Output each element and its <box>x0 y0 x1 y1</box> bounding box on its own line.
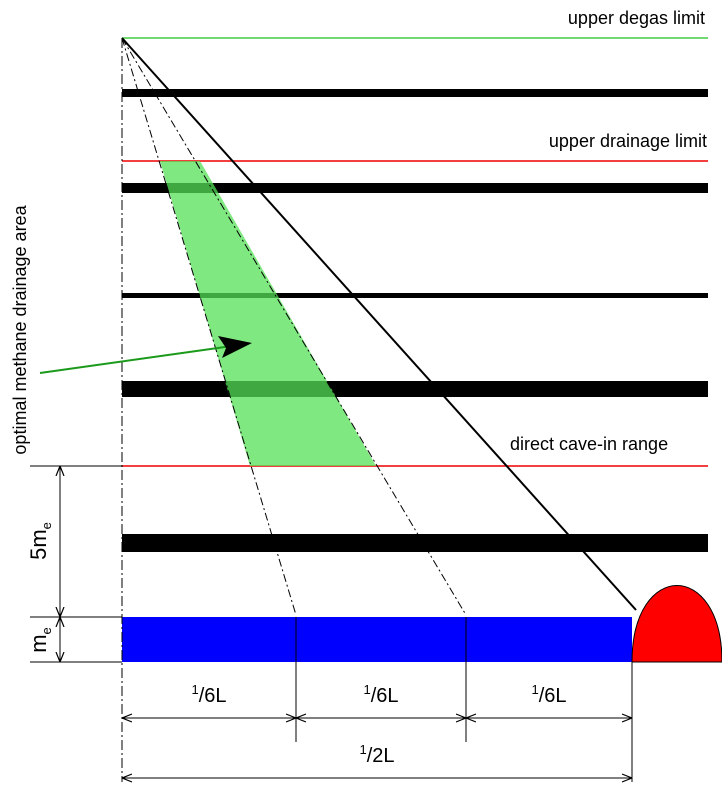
arrow-shaft <box>39 345 233 374</box>
main: 5m <box>26 529 51 560</box>
label: upper degas limit <box>568 8 705 28</box>
dimension-label: 1/6L <box>363 682 398 707</box>
construction-lines <box>30 37 637 782</box>
strata <box>122 37 722 663</box>
superscript: 1 <box>359 742 366 757</box>
face <box>631 585 722 663</box>
subscript: e <box>39 627 54 634</box>
vertical-label: optimal methane drainage area <box>10 204 30 454</box>
break-line <box>121 37 637 611</box>
subscript: e <box>39 522 54 529</box>
height-label: 5me <box>26 522 54 560</box>
layer <box>122 293 708 298</box>
label: upper drainage limit <box>549 131 707 151</box>
superscript: 1 <box>363 682 370 697</box>
arrow-head <box>218 336 252 358</box>
label: direct cave-in range <box>510 434 668 454</box>
rest: /2L <box>367 745 395 767</box>
coal-seam <box>122 617 632 662</box>
dimension-label: 1/2L <box>359 742 394 767</box>
superscript: 1 <box>191 682 198 697</box>
rest: /6L <box>199 685 227 707</box>
layer <box>122 183 708 193</box>
rest: /6L <box>539 685 567 707</box>
dash-line <box>121 37 297 616</box>
rest: /6L <box>371 685 399 707</box>
dimension-label: 1/6L <box>531 682 566 707</box>
superscript: 1 <box>531 682 538 697</box>
layer <box>122 89 708 97</box>
layer <box>122 381 708 397</box>
layer <box>122 534 708 552</box>
height-label: me <box>26 627 54 653</box>
dimension-labels: 1/6L 1/6L 1/6L1/2L <box>191 682 566 767</box>
main: m <box>26 634 51 652</box>
dimension-label: 1/6L <box>191 682 226 707</box>
drainage-area <box>160 161 376 466</box>
